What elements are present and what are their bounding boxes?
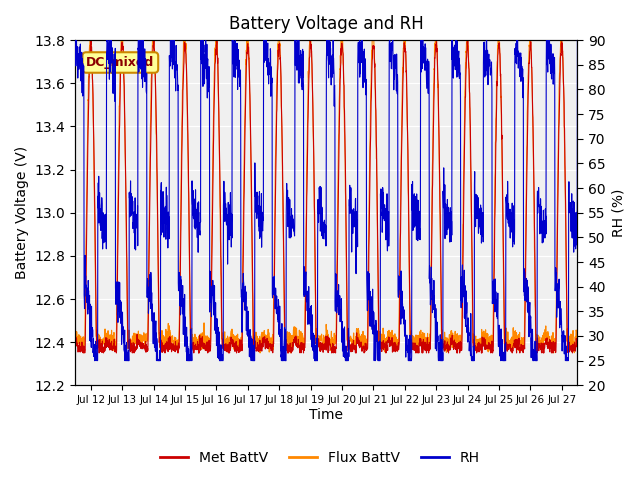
Legend: Met BattV, Flux BattV, RH: Met BattV, Flux BattV, RH [155,445,485,471]
Title: Battery Voltage and RH: Battery Voltage and RH [229,15,424,33]
X-axis label: Time: Time [309,408,343,422]
Y-axis label: Battery Voltage (V): Battery Voltage (V) [15,146,29,279]
Text: DC_mixed: DC_mixed [86,56,154,69]
Y-axis label: RH (%): RH (%) [611,189,625,237]
